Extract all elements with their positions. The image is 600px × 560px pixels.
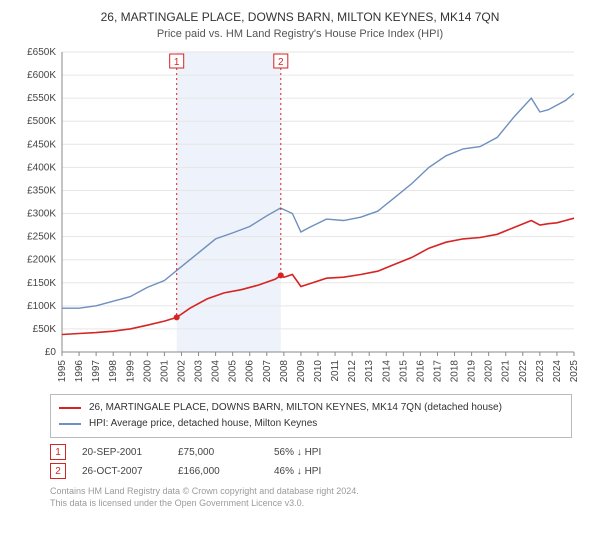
svg-text:£600K: £600K [27, 70, 56, 81]
note-price: £166,000 [178, 466, 258, 477]
svg-text:2014: 2014 [381, 360, 392, 383]
svg-text:£0: £0 [45, 347, 57, 358]
svg-text:2006: 2006 [245, 360, 256, 383]
svg-text:£300K: £300K [27, 209, 56, 220]
svg-text:1: 1 [174, 57, 180, 68]
legend-item: 26, MARTINGALE PLACE, DOWNS BARN, MILTON… [59, 400, 563, 416]
svg-text:£250K: £250K [27, 232, 56, 243]
svg-text:1999: 1999 [125, 360, 136, 383]
svg-text:2024: 2024 [552, 360, 563, 383]
svg-text:2009: 2009 [296, 360, 307, 383]
legend-label: HPI: Average price, detached house, Milt… [89, 416, 317, 432]
svg-text:2019: 2019 [467, 360, 478, 383]
svg-text:2013: 2013 [364, 360, 375, 383]
svg-text:£100K: £100K [27, 301, 56, 312]
svg-text:2018: 2018 [450, 360, 461, 383]
svg-text:£150K: £150K [27, 278, 56, 289]
note-badge: 1 [50, 444, 66, 460]
svg-text:2008: 2008 [279, 360, 290, 383]
page-subtitle: Price paid vs. HM Land Registry's House … [18, 28, 582, 40]
svg-text:2010: 2010 [313, 360, 324, 383]
note-date: 26-OCT-2007 [82, 466, 162, 477]
svg-text:2005: 2005 [228, 360, 239, 383]
svg-text:£50K: £50K [33, 324, 57, 335]
legend-label: 26, MARTINGALE PLACE, DOWNS BARN, MILTON… [89, 400, 502, 416]
note-pct: 56% ↓ HPI [274, 447, 354, 458]
svg-text:£400K: £400K [27, 162, 56, 173]
chart-legend: 26, MARTINGALE PLACE, DOWNS BARN, MILTON… [50, 394, 572, 438]
svg-text:£650K: £650K [27, 47, 56, 58]
svg-text:1995: 1995 [57, 360, 68, 383]
marker-notes: 1 20-SEP-2001 £75,000 56% ↓ HPI 2 26-OCT… [50, 444, 572, 479]
svg-text:2000: 2000 [142, 360, 153, 383]
svg-text:£350K: £350K [27, 185, 56, 196]
svg-text:2001: 2001 [159, 360, 170, 383]
svg-text:£500K: £500K [27, 116, 56, 127]
svg-text:2004: 2004 [211, 360, 222, 383]
svg-text:2007: 2007 [262, 360, 273, 383]
svg-text:2016: 2016 [415, 360, 426, 383]
svg-text:2011: 2011 [330, 360, 341, 382]
legend-item: HPI: Average price, detached house, Milt… [59, 416, 563, 432]
svg-text:£450K: £450K [27, 139, 56, 150]
note-badge: 2 [50, 463, 66, 479]
svg-text:2015: 2015 [398, 360, 409, 383]
price-chart: £0 £50K £100K £150K £200K £250K £300K £350K £400… [18, 46, 582, 386]
svg-text:£550K: £550K [27, 93, 56, 104]
svg-text:2012: 2012 [347, 360, 358, 383]
svg-text:1996: 1996 [74, 360, 85, 383]
legend-swatch-hpi [59, 423, 81, 425]
note-date: 20-SEP-2001 [82, 447, 162, 458]
footer-text: Contains HM Land Registry data © Crown c… [50, 485, 572, 509]
svg-text:1997: 1997 [91, 360, 102, 383]
svg-text:2003: 2003 [194, 360, 205, 383]
page-title: 26, MARTINGALE PLACE, DOWNS BARN, MILTON… [18, 10, 582, 24]
svg-text:2020: 2020 [484, 360, 495, 383]
note-price: £75,000 [178, 447, 258, 458]
svg-text:2022: 2022 [518, 360, 529, 383]
svg-text:1998: 1998 [108, 360, 119, 383]
svg-text:2002: 2002 [176, 360, 187, 383]
note-row: 1 20-SEP-2001 £75,000 56% ↓ HPI [50, 444, 572, 460]
svg-text:2023: 2023 [535, 360, 546, 383]
note-pct: 46% ↓ HPI [274, 466, 354, 477]
svg-text:£200K: £200K [27, 255, 56, 266]
svg-text:2025: 2025 [569, 360, 580, 383]
note-row: 2 26-OCT-2007 £166,000 46% ↓ HPI [50, 463, 572, 479]
svg-text:2017: 2017 [432, 360, 443, 383]
legend-swatch-property [59, 407, 81, 409]
svg-text:2: 2 [278, 57, 284, 68]
svg-text:2021: 2021 [501, 360, 512, 383]
